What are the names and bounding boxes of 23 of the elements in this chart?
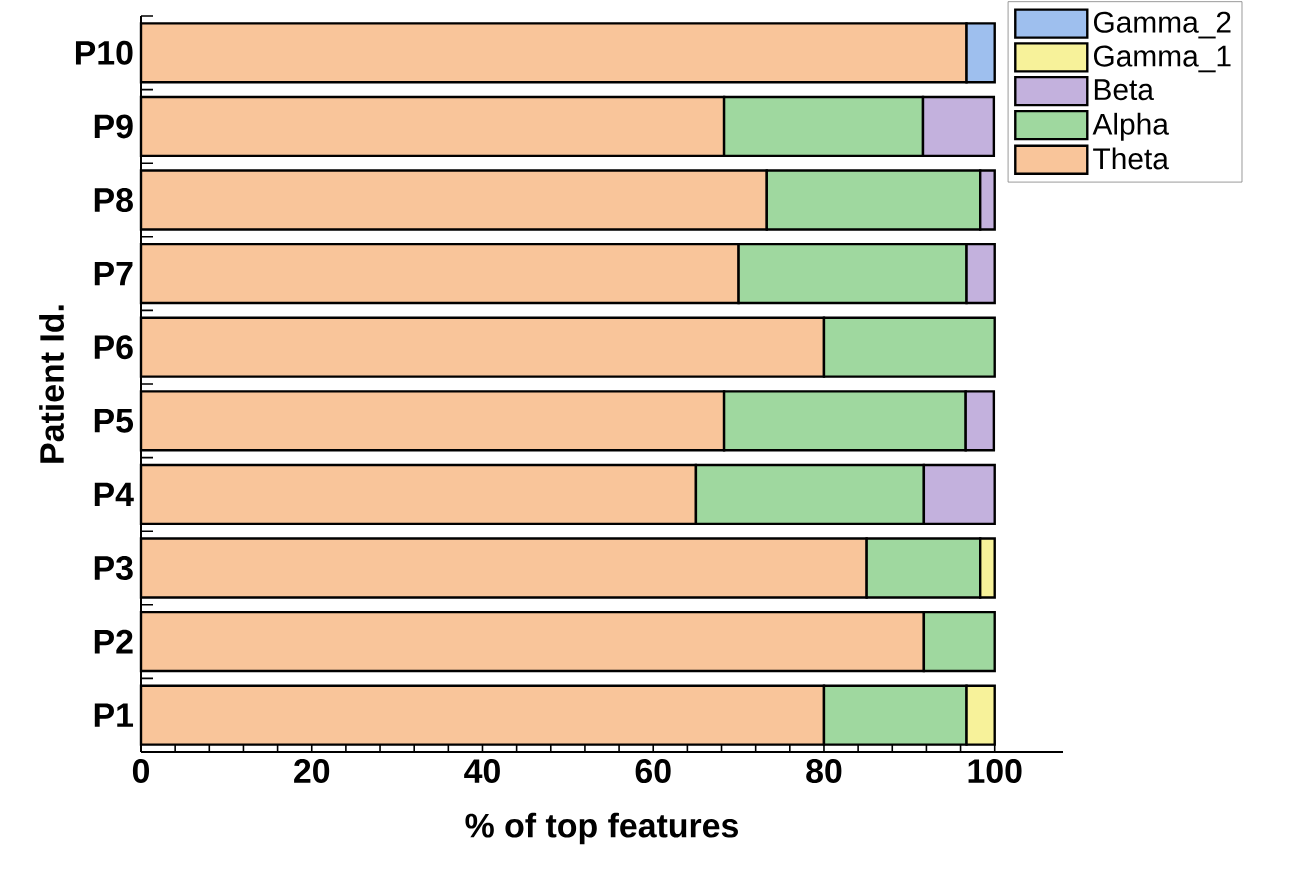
y-tick-label: P7 bbox=[94, 261, 133, 286]
y-tick-label: P1 bbox=[94, 703, 134, 727]
x-tick-label: 80 bbox=[806, 759, 842, 784]
x-tick-label: 0 bbox=[132, 759, 150, 784]
y-axis-title: Patient Id. bbox=[39, 305, 65, 463]
x-tick-label: 20 bbox=[294, 759, 330, 784]
legend-label: Alpha bbox=[1092, 112, 1169, 141]
legend-label: Gamma_1 bbox=[1093, 45, 1231, 73]
legend-label: Gamma_2 bbox=[1093, 11, 1231, 39]
y-tick-label: P2 bbox=[94, 629, 133, 654]
y-tick-label: P9 bbox=[94, 114, 133, 139]
x-axis-title: % of top features bbox=[465, 812, 738, 845]
x-tick-label: 60 bbox=[635, 759, 671, 784]
y-tick-label: P8 bbox=[94, 188, 133, 212]
y-tick-label: P3 bbox=[94, 555, 133, 581]
y-tick-label: P4 bbox=[94, 482, 134, 507]
legend-label: Theta bbox=[1093, 147, 1169, 170]
y-tick-label: P5 bbox=[94, 408, 134, 433]
x-tick-label: 40 bbox=[464, 759, 500, 784]
x-tick-label: 100 bbox=[968, 759, 1022, 784]
y-tick-label: P6 bbox=[94, 335, 133, 360]
legend-label: Beta bbox=[1094, 79, 1154, 101]
y-tick-label: P10 bbox=[75, 40, 133, 65]
